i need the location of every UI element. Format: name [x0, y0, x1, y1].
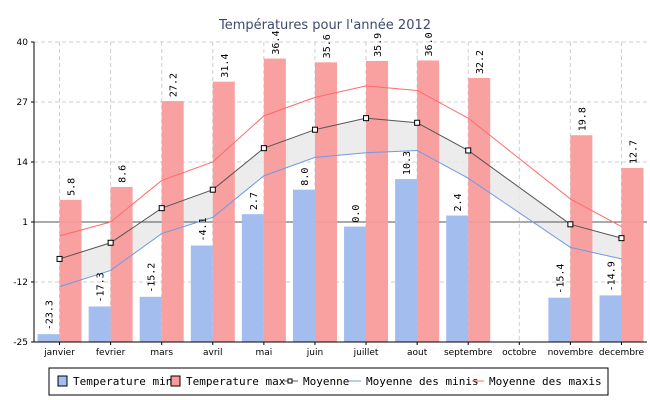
label-max-juillet: 35.9 [373, 33, 384, 57]
bar-min-mars [139, 296, 162, 342]
label-max-aout: 36.0 [424, 32, 435, 56]
x-tick-label: juin [306, 348, 323, 358]
x-tick-label: decembre [599, 348, 645, 358]
label-max-juin: 35.6 [322, 34, 333, 58]
legend-label-temperature-max: Temperature max [186, 375, 286, 388]
label-min-mai: 2.7 [249, 192, 260, 210]
x-tick-label: janvier [43, 348, 75, 358]
x-tick-label: juillet [353, 348, 379, 358]
bar-min-juin [292, 189, 315, 342]
moyenne-marker [465, 147, 472, 154]
legend-label-moyenne-des-minis: Moyenne des minis [366, 375, 479, 388]
label-max-janvier: 5.8 [67, 178, 78, 196]
bar-max-mai [263, 58, 286, 342]
bar-max-novembre [570, 135, 593, 342]
line-moyenne-maxis [59, 85, 622, 237]
label-min-janvier: -23.3 [45, 300, 56, 330]
x-tick-label: mars [150, 348, 173, 358]
label-max-mai: 36.4 [271, 31, 282, 55]
moyenne-marker [260, 145, 267, 152]
label-min-mars: -15.2 [147, 263, 158, 293]
x-tick-label: octobre [502, 348, 537, 358]
moyenne-marker [363, 115, 370, 122]
bar-max-juillet [366, 60, 389, 343]
moyenne-marker [209, 186, 216, 193]
legend-swatch-temperature-min [57, 375, 68, 387]
label-min-juillet: 0.0 [351, 205, 362, 223]
bar-min-fevrier [88, 306, 111, 342]
y-tick-label: 40 [17, 38, 29, 48]
legend-label-moyenne: Moyenne [303, 375, 349, 388]
y-tick-label: 1 [22, 218, 28, 228]
bar-max-decembre [621, 168, 644, 342]
y-tick-label: -12 [13, 278, 28, 288]
label-max-mars: 27.2 [169, 73, 180, 97]
legend-label-moyenne-des-maxis: Moyenne des maxis [489, 375, 602, 388]
x-tick-label: fevrier [96, 348, 126, 358]
label-min-juin: 8.0 [300, 168, 311, 186]
y-tick-label: 27 [17, 98, 28, 108]
moyenne-marker [414, 119, 421, 126]
bar-min-mai [241, 214, 264, 342]
bar-max-mars [161, 101, 184, 342]
label-max-decembre: 12.7 [628, 140, 639, 164]
x-tick-label: avril [203, 348, 223, 358]
y-tick-label: 14 [17, 158, 29, 168]
bar-min-novembre [548, 297, 571, 342]
bar-max-juin [314, 62, 337, 343]
x-tick-label: aout [407, 348, 428, 358]
bar-min-aout [395, 179, 418, 342]
legend-label-temperature-min: Temperature min [73, 375, 172, 388]
bar-max-aout [417, 60, 440, 342]
label-min-aout: 10.3 [402, 151, 413, 175]
moyenne-marker [158, 205, 165, 212]
bar-min-janvier [37, 334, 60, 342]
bar-max-septembre [468, 78, 491, 342]
moyenne-marker [311, 126, 318, 133]
x-tick-label: mai [255, 348, 272, 358]
bar-min-septembre [446, 215, 469, 342]
legend: Temperature min Temperature max Moyenne Moy… [48, 367, 609, 396]
legend-box [48, 367, 609, 396]
moyenne-marker [56, 255, 63, 262]
x-tick-label: novembre [548, 348, 594, 358]
x-tick-label: septembre [444, 348, 493, 358]
line-moyenne-minis [59, 149, 622, 288]
axes: -25 -12 1 14 27 40 janvier fevrier mars avril mai j… [13, 38, 647, 358]
bar-labels: -23.3 5.8 -17.3 8.6 -15.2 27.2 -4.1 31.4 2.7 36.4… [45, 31, 640, 331]
label-min-fevrier: -17.3 [96, 272, 107, 302]
label-max-avril: 31.4 [220, 54, 231, 78]
y-tick-label: -25 [13, 338, 28, 348]
bar-min-avril [190, 245, 213, 342]
chart-title: Températures pour l'année 2012 [218, 18, 431, 33]
legend-marker-moyenne [287, 378, 293, 384]
label-min-avril: -4.1 [198, 217, 209, 241]
moyenne-marker [567, 221, 574, 228]
bar-max-janvier [59, 199, 82, 342]
label-max-novembre: 19.8 [577, 107, 588, 131]
legend-swatch-temperature-max [170, 375, 181, 387]
label-min-septembre: 2.4 [453, 193, 464, 211]
moyenne-marker [107, 239, 114, 246]
bar-min-decembre [599, 295, 622, 342]
lines [56, 85, 625, 288]
label-min-decembre: -14.9 [606, 261, 617, 291]
label-min-novembre: -15.4 [555, 264, 566, 294]
bar-max-avril [212, 81, 235, 342]
label-max-fevrier: 8.6 [118, 165, 129, 183]
moyenne-marker [618, 235, 625, 242]
label-max-septembre: 32.2 [475, 50, 486, 74]
bar-min-juillet [344, 226, 367, 342]
bar-max-fevrier [110, 186, 133, 342]
